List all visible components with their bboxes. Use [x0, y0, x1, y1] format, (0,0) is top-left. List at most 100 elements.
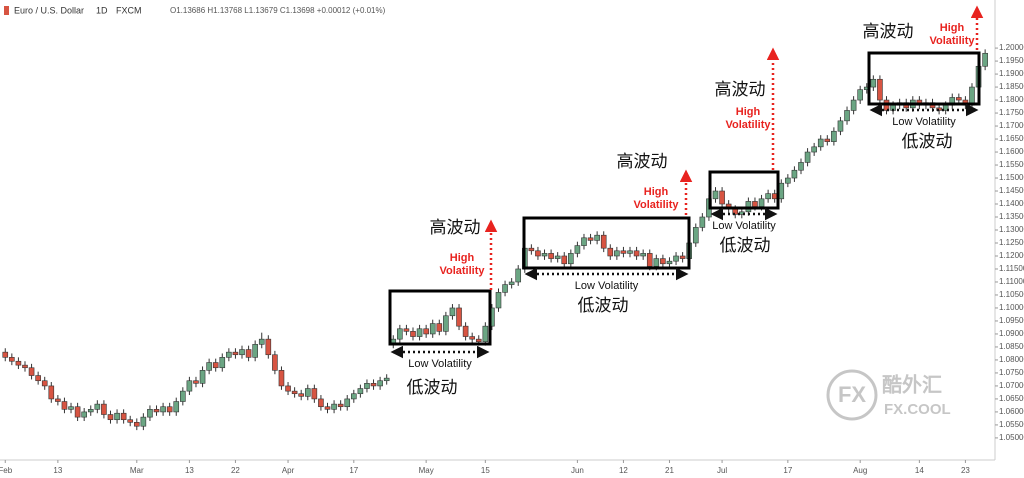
candle-body	[811, 146, 817, 153]
x-tick-label: 17	[783, 466, 792, 475]
candle-body	[15, 360, 22, 366]
interval: 1D	[96, 5, 108, 15]
candle-body	[594, 234, 600, 241]
candle-body	[456, 307, 462, 327]
candle-body	[410, 331, 416, 337]
candle-body	[239, 349, 245, 356]
candle-body	[81, 411, 87, 418]
ohlc: O1.13686 H1.13768 L1.13679 C1.13698 +0.0…	[170, 6, 386, 15]
candle-body	[870, 78, 877, 88]
candle-body	[436, 323, 443, 332]
y-tick-label: 1.18500	[999, 82, 1024, 91]
x-tick-label: 13	[53, 466, 62, 475]
candle-body	[646, 253, 653, 267]
y-tick-label: 1.20000	[999, 43, 1024, 52]
candle-body	[699, 216, 706, 228]
high-volatility-label: Volatility	[929, 35, 975, 47]
candle-body	[837, 120, 844, 132]
y-tick-label: 1.13500	[999, 212, 1024, 221]
candle-body	[719, 190, 725, 205]
candle-body	[193, 380, 199, 384]
y-tick-label: 1.19000	[999, 69, 1024, 78]
candle-body	[9, 357, 15, 362]
watermark-site: FX.COOL	[884, 401, 951, 418]
candle-body	[153, 409, 160, 413]
x-tick-label: 12	[619, 466, 628, 475]
candle-body	[357, 388, 364, 395]
candle-body	[752, 201, 758, 207]
candle-body	[74, 406, 81, 418]
candle-body	[423, 328, 429, 335]
candle-body	[877, 78, 883, 101]
candle-body	[804, 151, 811, 163]
candle-body	[627, 250, 633, 254]
candle-body	[87, 409, 94, 413]
watermark-name: 酷外汇	[882, 373, 942, 397]
y-tick-label: 1.17500	[999, 108, 1024, 117]
candle-body	[607, 247, 614, 257]
symbol: Euro / U.S. Dollar	[14, 5, 84, 15]
watermark-ring	[826, 369, 878, 421]
candle-body	[147, 409, 153, 418]
candle-body	[186, 380, 193, 392]
candle-body	[304, 388, 311, 397]
candle-body	[285, 385, 291, 392]
x-tick-label: Mar	[130, 466, 144, 475]
candle-body	[68, 406, 74, 410]
y-tick-label: 1.07000	[999, 381, 1024, 390]
symbol-flag	[4, 6, 9, 15]
candle-body	[850, 99, 857, 111]
y-tick-label: 1.06000	[999, 407, 1024, 416]
y-tick-label: 1.16500	[999, 134, 1024, 143]
candle-body	[548, 253, 554, 259]
candle-body	[133, 422, 140, 427]
y-tick-label: 1.17000	[999, 121, 1024, 130]
candle-body	[324, 406, 331, 410]
candle-body	[416, 328, 423, 337]
candle-body	[94, 403, 101, 410]
y-tick-label: 1.10000	[999, 303, 1024, 312]
candle-body	[318, 398, 324, 408]
candle-body	[600, 234, 607, 249]
candle-body	[495, 292, 502, 309]
candle-body	[791, 169, 798, 179]
candle-body	[798, 162, 804, 171]
candle-body	[515, 268, 522, 283]
candle-body	[212, 362, 219, 369]
candle-body	[22, 364, 28, 369]
candle-body	[120, 412, 127, 421]
candle-body	[824, 138, 831, 142]
x-tick-label: Apr	[282, 466, 295, 475]
candle-body	[568, 253, 574, 265]
high-volatility-cn: 高波动	[715, 80, 766, 100]
candle-body	[528, 247, 535, 252]
x-tick-label: 23	[961, 466, 970, 475]
high-volatility-label: Volatility	[725, 119, 771, 131]
candle-body	[633, 250, 640, 257]
candle-body	[48, 385, 55, 400]
candle-body	[443, 315, 449, 332]
source: FXCM	[116, 5, 142, 15]
x-tick-label: 22	[231, 466, 240, 475]
candle-body	[817, 138, 824, 148]
high-volatility-label: High	[644, 186, 669, 198]
y-tick-label: 1.15500	[999, 160, 1024, 169]
x-tick-label: Feb	[0, 466, 13, 475]
candle-body	[166, 406, 173, 413]
high-volatility-label: High	[450, 252, 475, 264]
candle-body	[482, 325, 489, 343]
candle-body	[41, 380, 48, 387]
candle-body	[55, 398, 61, 402]
x-tick-label: 15	[481, 466, 490, 475]
candle-body	[581, 237, 587, 246]
high-volatility-cn: 高波动	[617, 152, 668, 172]
high-volatility-cn: 高波动	[430, 218, 481, 238]
candle-body	[508, 281, 515, 285]
watermark-logo: FX	[838, 382, 866, 407]
candle-body	[344, 398, 351, 408]
high-volatility-cn: 高波动	[863, 22, 914, 42]
x-tick-label: Jul	[717, 466, 727, 475]
candle-body	[857, 89, 863, 101]
